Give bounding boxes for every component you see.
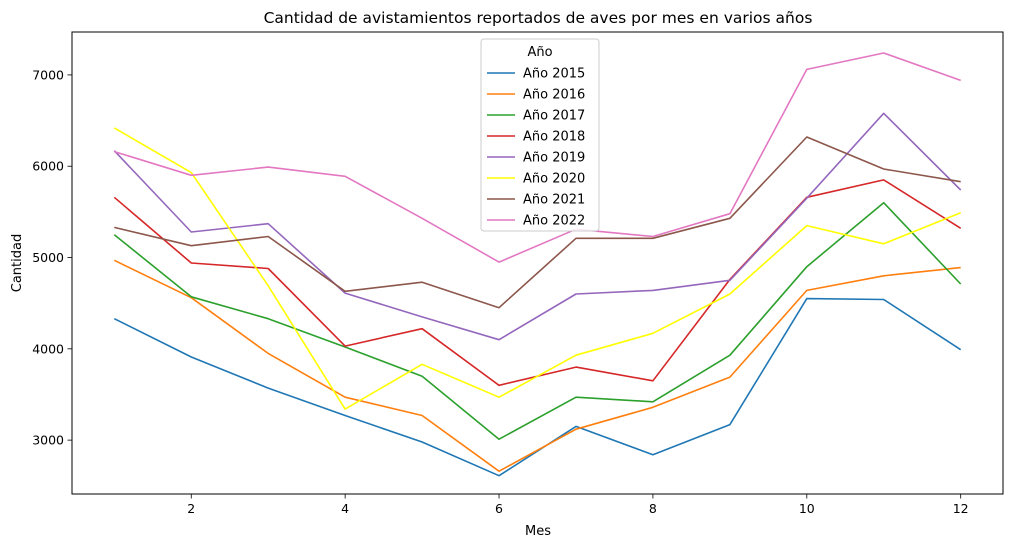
legend-box <box>480 38 600 232</box>
legend-entry-6: Año 2021 <box>523 193 585 208</box>
x-tick-label-5: 12 <box>953 501 969 516</box>
series-line-7 <box>114 52 961 263</box>
legend: Año Año 2015 Año 2016 Año 2017 Año 2018 Año 2… <box>480 38 600 232</box>
legend-entry-5: Año 2020 <box>523 172 585 187</box>
y-tick-label-3: 6000 <box>32 159 64 174</box>
x-tick-label-2: 6 <box>495 501 503 516</box>
y-tick-label-1: 4000 <box>32 341 64 356</box>
series-line-4 <box>113 112 962 341</box>
x-tick-label-4: 10 <box>799 501 815 516</box>
x-axis: 2 4 6 8 10 12 <box>187 494 969 516</box>
legend-entry-4: Año 2019 <box>523 151 585 166</box>
y-tick-label-0: 3000 <box>32 433 64 448</box>
x-tick-label-1: 4 <box>341 501 349 516</box>
legend-entry-1: Año 2016 <box>523 88 585 103</box>
legend-title: Año <box>527 45 552 60</box>
legend-entry-0: Año 2015 <box>523 67 585 82</box>
y-tick-label-4: 7000 <box>32 67 64 82</box>
x-tick-label-0: 2 <box>187 501 195 516</box>
y-tick-label-2: 5000 <box>32 250 64 265</box>
chart-title: Cantidad de avistamientos reportados de … <box>264 9 813 27</box>
legend-entry-3: Año 2018 <box>523 130 585 145</box>
y-axis: 3000 4000 5000 6000 7000 <box>32 67 72 448</box>
series-line-0 <box>113 297 962 477</box>
series-line-1 <box>113 259 961 473</box>
legend-entry-7: Año 2022 <box>523 214 585 229</box>
x-axis-label: Mes <box>525 524 551 539</box>
legend-entry-2: Año 2017 <box>523 109 585 124</box>
series-line-5 <box>113 127 961 410</box>
series-line-2 <box>113 201 962 441</box>
series-lines <box>113 52 962 477</box>
y-axis-label: Cantidad <box>10 234 25 292</box>
series-line-6 <box>114 136 961 309</box>
x-tick-label-3: 8 <box>649 501 657 516</box>
plot-area <box>71 31 1004 495</box>
